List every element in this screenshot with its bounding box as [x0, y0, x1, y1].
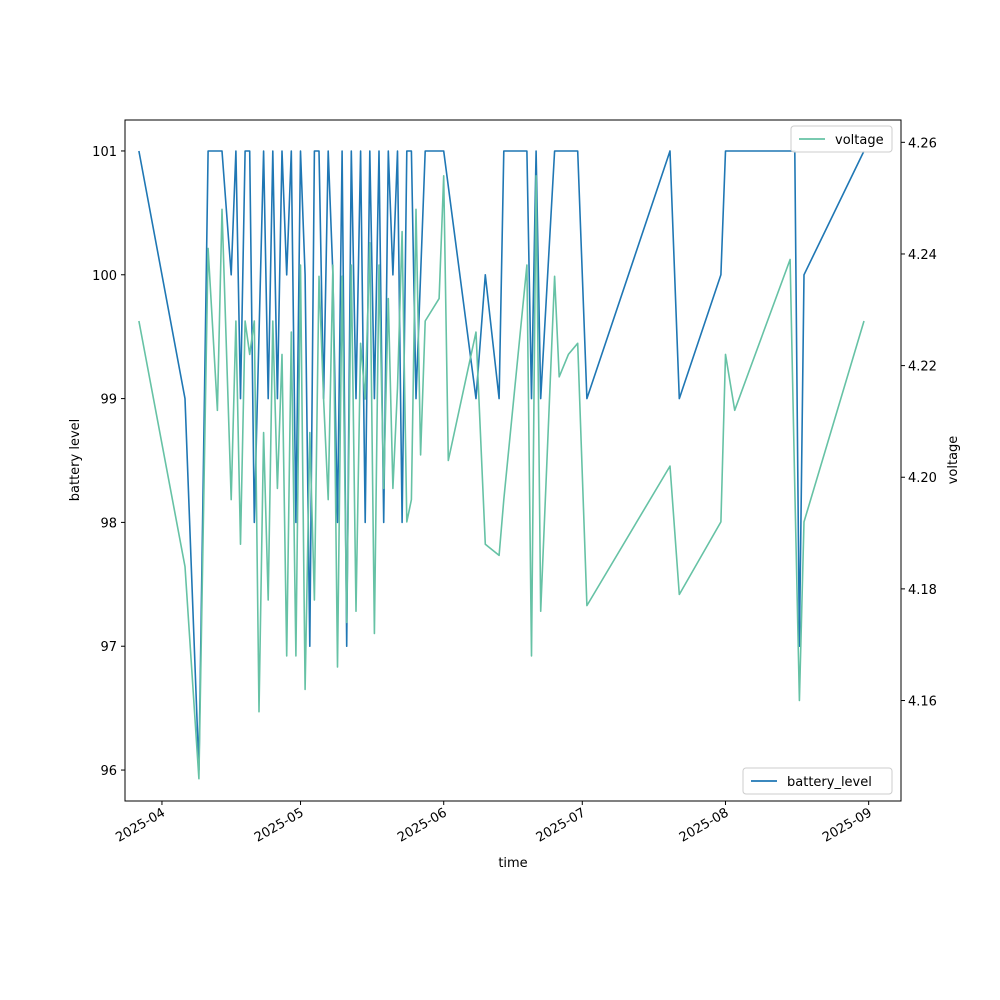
series-line-battery-level [138, 150, 865, 771]
y-axis-label-right: voltage [946, 436, 961, 485]
y-left-tick-label: 98 [100, 516, 117, 531]
y-right-tick-label: 4.24 [908, 248, 937, 263]
y-right-tick-label: 4.16 [908, 695, 937, 710]
legend-battery-level: battery_level [742, 767, 893, 795]
legend-label: battery_level [787, 775, 872, 790]
legend-voltage: voltage [790, 125, 893, 153]
legend-box [790, 125, 893, 153]
y-left-tick-label: 101 [92, 145, 117, 160]
plot-frame [124, 119, 902, 802]
y-axis-label-left: battery level [68, 419, 83, 502]
y-left-tick-label: 100 [92, 269, 117, 284]
y-right-tick-label: 4.26 [908, 136, 937, 151]
x-axis-label: time [498, 856, 527, 871]
y-left-tick-label: 97 [100, 640, 117, 655]
y-left-tick-label: 96 [100, 764, 117, 779]
y-left-tick-label: 99 [100, 393, 117, 408]
legend-box [742, 767, 893, 795]
y-right-tick-label: 4.20 [908, 471, 937, 486]
y-right-tick-label: 4.22 [908, 360, 937, 375]
legend-label: voltage [835, 133, 884, 148]
series-line-voltage [138, 175, 865, 780]
y-right-tick-label: 4.18 [908, 583, 937, 598]
